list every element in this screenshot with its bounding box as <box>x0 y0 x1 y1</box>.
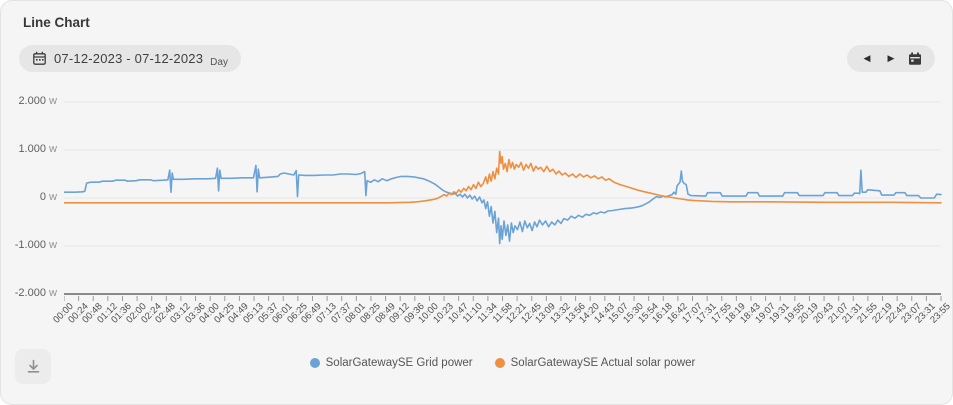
calendar-solid-icon <box>908 51 922 66</box>
legend-item-solar-power[interactable]: SolarGatewaySE Actual solar power <box>494 357 696 369</box>
calendar-icon <box>32 51 47 66</box>
download-icon <box>25 358 42 375</box>
page-title: Line Chart <box>23 15 90 30</box>
legend: SolarGatewaySE Grid power SolarGatewaySE… <box>64 357 941 369</box>
next-day-button[interactable]: ▶ <box>880 48 902 70</box>
y-tick-label: 1.000 W <box>18 143 57 155</box>
legend-dot-solar-power <box>494 358 505 368</box>
y-tick-label: -2.000 W <box>14 287 57 299</box>
download-button[interactable] <box>15 349 51 384</box>
date-range-picker[interactable]: 07-12-2023 - 07-12-2023 Day <box>19 45 241 72</box>
plot-canvas[interactable] <box>64 98 942 304</box>
calendar-picker-button[interactable] <box>904 48 926 70</box>
chevron-left-icon: ◀ <box>863 53 871 63</box>
x-axis-labels: 00:00 00:24 00:48 01:12 01:36 02:00 02:24 02:48… <box>51 301 952 347</box>
series-line-1[interactable] <box>64 150 942 204</box>
y-tick-label: -1.000 W <box>14 239 57 251</box>
legend-label-solar-power: SolarGatewaySE Actual solar power <box>510 357 696 369</box>
legend-dot-grid-power <box>309 358 320 368</box>
chevron-right-icon: ▶ <box>887 53 895 63</box>
legend-label-grid-power: SolarGatewaySE Grid power <box>325 357 473 369</box>
prev-day-button[interactable]: ◀ <box>856 48 878 70</box>
granularity-label: Day <box>210 57 228 68</box>
date-nav: ◀ ▶ <box>847 45 935 72</box>
legend-item-grid-power[interactable]: SolarGatewaySE Grid power <box>309 357 473 369</box>
date-range-label: 07-12-2023 - 07-12-2023 <box>54 51 204 66</box>
y-tick-label: 2.000 W <box>18 95 57 107</box>
series-line-0[interactable] <box>64 164 942 245</box>
